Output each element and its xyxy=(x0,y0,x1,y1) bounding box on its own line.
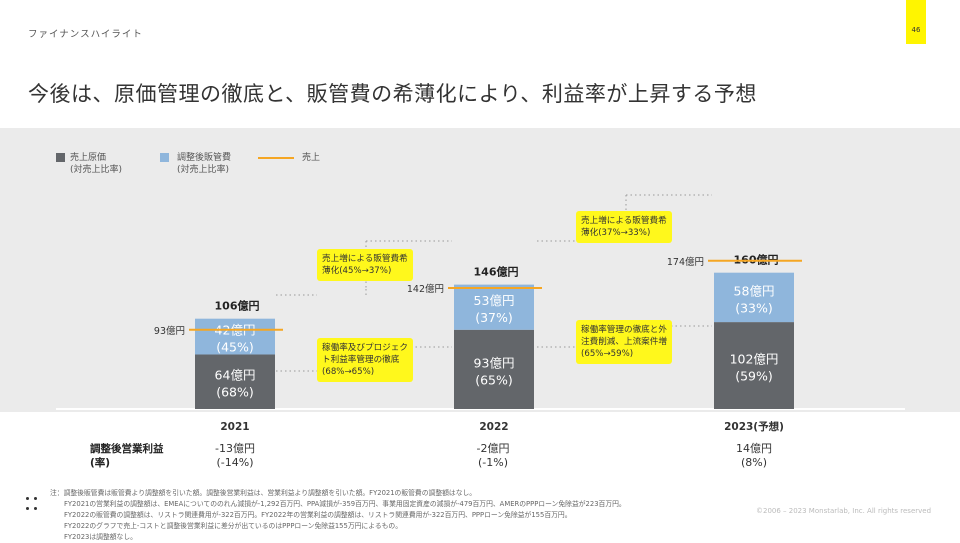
bar-sga-2022 xyxy=(454,284,534,330)
legend-cost-swatch xyxy=(56,153,65,162)
operating-profit-2022: -2億円 (-1%) xyxy=(433,442,553,470)
bar-cost-label: 64億円 xyxy=(215,368,256,383)
category-label: 2022 xyxy=(479,421,508,433)
callout-cost-2022: 稼働率及びプロジェクト利益率管理の徹底(68%→65%) xyxy=(317,338,413,382)
bar-cost-label: 93億円 xyxy=(474,355,515,370)
footnote-line: FY2022の販管費の調整額は、リストラ関連費用が-322百万円。FY2022年… xyxy=(64,511,572,519)
operating-profit-title-main: 調整後営業利益 xyxy=(90,443,164,455)
bar-cost-ratio: (65%) xyxy=(475,372,513,387)
operating-profit-value: 14億円 xyxy=(736,442,772,455)
legend-sga-label: 調整後販管費 xyxy=(177,153,232,163)
bar-total-label: 106億円 xyxy=(215,299,260,313)
operating-profit-rate: (-14%) xyxy=(216,456,254,469)
footnote-line: FY2022のグラフで売上-コストと調整後営業利益に差分が出ているのはPPPロー… xyxy=(64,522,403,530)
bar-sga-2021 xyxy=(195,318,275,355)
bar-cost-2021 xyxy=(195,354,275,409)
operating-profit-2021: -13億円 (-14%) xyxy=(175,442,295,470)
callout-sga-2022: 売上増による販管費希薄化(45%→37%) xyxy=(317,249,413,281)
bar-sga-ratio: (37%) xyxy=(475,310,513,325)
footnote-line: FY2021の営業利益の調整額は、EMEAについてののれん減損が-1,292百万… xyxy=(64,500,626,508)
bar-total-label: 146億円 xyxy=(474,265,519,279)
bar-cost-2023(予想) xyxy=(714,322,794,409)
footnotes: 注：調整後販管費は販管費より調整額を引いた額。調整後営業利益は、営業利益より調整… xyxy=(50,488,626,543)
legend-sales-line xyxy=(258,157,294,159)
callout-cost-2023: 稼働率管理の徹底と外注費削減、上流案件増(65%→59%) xyxy=(576,320,672,364)
sales-label: 142億円 xyxy=(407,283,444,295)
legend-sales-label: 売上 xyxy=(302,153,321,163)
bar-cost-label: 102億円 xyxy=(730,352,779,367)
bar-sga-2023(予想) xyxy=(714,272,794,323)
legend-cost-sub: (対売上比率) xyxy=(70,165,123,175)
category-label: 2023(予想) xyxy=(724,420,784,433)
operating-profit-title: 調整後営業利益 (率) xyxy=(90,442,164,470)
legend-sga: 調整後販管費 (対売上比率) xyxy=(177,152,231,176)
operating-profit-2023: 14億円 (8%) xyxy=(694,442,814,470)
sales-label: 93億円 xyxy=(154,325,185,337)
operating-profit-title-sub: (率) xyxy=(90,457,111,469)
operating-profit-rate: (8%) xyxy=(740,456,768,469)
operating-profit-value: -2億円 xyxy=(476,442,510,455)
category-label: 2021 xyxy=(220,421,249,433)
legend-cost: 売上原価 (対売上比率) xyxy=(70,152,122,176)
bar-sga-ratio: (33%) xyxy=(735,300,773,315)
bar-sga-ratio: (45%) xyxy=(216,340,254,355)
legend-sga-swatch xyxy=(160,153,169,162)
legend-sales: 売上 xyxy=(302,152,320,164)
legend-sga-sub: (対売上比率) xyxy=(177,165,230,175)
page-number-tab: 46 xyxy=(906,0,926,44)
bar-sga-label: 58億円 xyxy=(734,283,775,298)
copyright: ©2006 – 2023 Monstarlab, Inc. All rights… xyxy=(756,507,932,515)
operating-profit-value: -13億円 xyxy=(215,442,255,455)
legend-cost-label: 売上原価 xyxy=(70,153,107,163)
sales-label: 174億円 xyxy=(667,256,704,268)
bar-cost-2022 xyxy=(454,329,534,409)
navigation-dots-icon xyxy=(26,497,40,517)
section-label: ファイナンスハイライト xyxy=(28,29,143,40)
operating-profit-rate: (-1%) xyxy=(477,456,508,469)
bar-cost-ratio: (68%) xyxy=(216,385,254,400)
bar-total-label: 160億円 xyxy=(734,253,779,267)
stacked-bar-chart: 64億円(68%)42億円(45%)106億円202193億円93億円(65%)… xyxy=(56,194,905,433)
callout-sga-2023: 売上増による販管費希薄化(37%→33%) xyxy=(576,211,672,243)
bar-cost-ratio: (59%) xyxy=(735,369,773,384)
bar-sga-label: 53億円 xyxy=(474,293,515,308)
footnote-line: FY2023は調整額なし。 xyxy=(64,533,137,541)
footnote-line: 注：調整後販管費は販管費より調整額を引いた額。調整後営業利益は、営業利益より調整… xyxy=(50,489,477,497)
page-title: 今後は、原価管理の徹底と、販管費の希薄化により、利益率が上昇する予想 xyxy=(28,82,757,106)
